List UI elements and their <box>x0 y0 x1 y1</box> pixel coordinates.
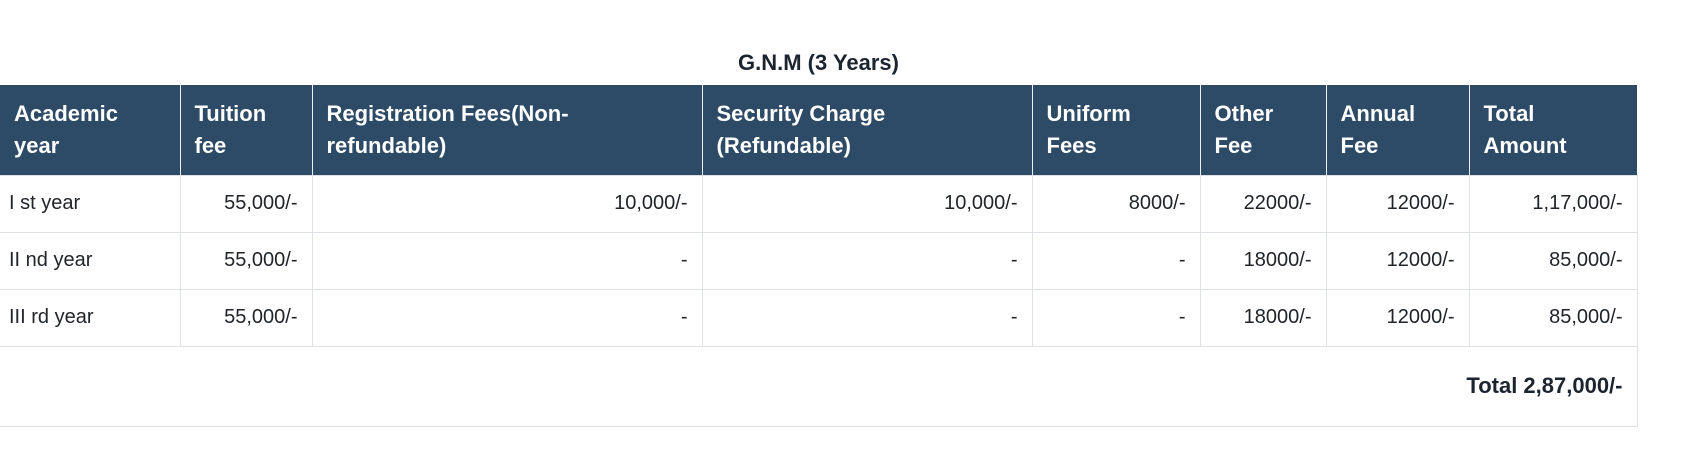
cell-academic-year: II nd year <box>0 231 181 290</box>
table-header: Academic year Tuition fee Registration F… <box>0 85 1637 176</box>
column-header-registration-fees: Registration Fees(Non-refundable) <box>311 85 702 176</box>
table-row-third-year: III rd year 55,000/- - - - 18000/- 12000… <box>0 288 1638 347</box>
cell-total-amount: 85,000/- <box>1468 288 1638 347</box>
cell-tuition-fee: 55,000/- <box>179 288 313 347</box>
cell-other-fee: 22000/- <box>1199 174 1327 233</box>
cell-other-fee: 18000/- <box>1199 231 1327 290</box>
column-header-academic-year: Academic year <box>0 85 180 176</box>
cell-uniform-fees: 8000/- <box>1031 174 1201 233</box>
page-title: G.N.M (3 Years) <box>738 50 899 75</box>
column-header-uniform-fees: Uniform Fees <box>1031 85 1200 176</box>
cell-academic-year: I st year <box>0 174 181 233</box>
cell-security-charge: - <box>701 288 1033 347</box>
table-body: I st year 55,000/- 10,000/- 10,000/- 800… <box>0 174 1638 347</box>
grand-total: Total 2,87,000/- <box>0 345 1638 427</box>
column-header-tuition-fee: Tuition fee <box>179 85 312 176</box>
cell-registration-fees: - <box>311 288 703 347</box>
cell-academic-year: III rd year <box>0 288 181 347</box>
cell-uniform-fees: - <box>1031 288 1201 347</box>
table-footer: Total 2,87,000/- <box>0 345 1638 427</box>
cell-uniform-fees: - <box>1031 231 1201 290</box>
column-header-other-fee: Other Fee <box>1199 85 1326 176</box>
cell-other-fee: 18000/- <box>1199 288 1327 347</box>
cell-tuition-fee: 55,000/- <box>179 231 313 290</box>
total-row: Total 2,87,000/- <box>0 345 1638 427</box>
table-row-first-year: I st year 55,000/- 10,000/- 10,000/- 800… <box>0 174 1638 233</box>
cell-security-charge: 10,000/- <box>701 174 1033 233</box>
table-row-second-year: II nd year 55,000/- - - - 18000/- 12000/… <box>0 231 1638 290</box>
cell-annual-fee: 12000/- <box>1325 174 1470 233</box>
cell-annual-fee: 12000/- <box>1325 231 1470 290</box>
cell-security-charge: - <box>701 231 1033 290</box>
cell-total-amount: 1,17,000/- <box>1468 174 1638 233</box>
column-header-total-amount: Total Amount <box>1468 85 1637 176</box>
column-header-security-charge: Security Charge (Refundable) <box>701 85 1032 176</box>
cell-total-amount: 85,000/- <box>1468 231 1638 290</box>
cell-annual-fee: 12000/- <box>1325 288 1470 347</box>
column-header-annual-fee: Annual Fee <box>1325 85 1469 176</box>
header-row: Academic year Tuition fee Registration F… <box>0 85 1637 176</box>
fees-table: Academic year Tuition fee Registration F… <box>0 85 1638 427</box>
cell-registration-fees: 10,000/- <box>311 174 703 233</box>
cell-registration-fees: - <box>311 231 703 290</box>
cell-tuition-fee: 55,000/- <box>179 174 313 233</box>
